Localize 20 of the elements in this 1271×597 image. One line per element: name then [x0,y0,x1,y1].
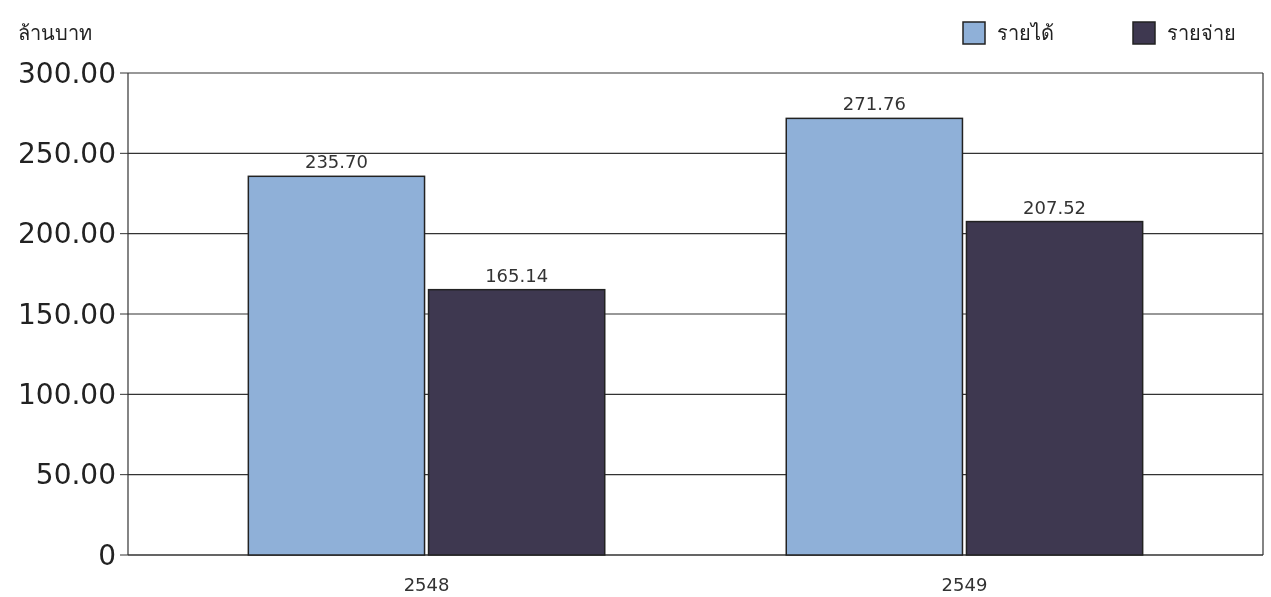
text: 165.14 [485,264,549,286]
legend-label: รายจ่าย [1167,21,1236,45]
x-tick-label: 2548 [403,574,450,595]
bar [785,117,964,556]
y-tick-label: 250.00 [18,137,116,171]
y-tick-label: 50.00 [35,458,116,492]
text: 235.70 [304,151,368,173]
x-tick-label: 2549 [941,574,988,595]
legend-label: รายได้ [997,21,1054,45]
text: 271.76 [842,93,906,115]
bar [965,220,1144,556]
y-tick-label: 100.00 [18,378,116,412]
y-tick-label: 150.00 [18,297,116,331]
bar [427,288,606,556]
bar [247,175,426,556]
text: 207.52 [1023,196,1087,218]
y-axis-title: ล้านบาท [18,21,92,45]
y-tick-label: 200.00 [18,217,116,251]
y-tick-label: 0 [98,538,116,572]
y-tick-label: 300.00 [18,56,116,90]
